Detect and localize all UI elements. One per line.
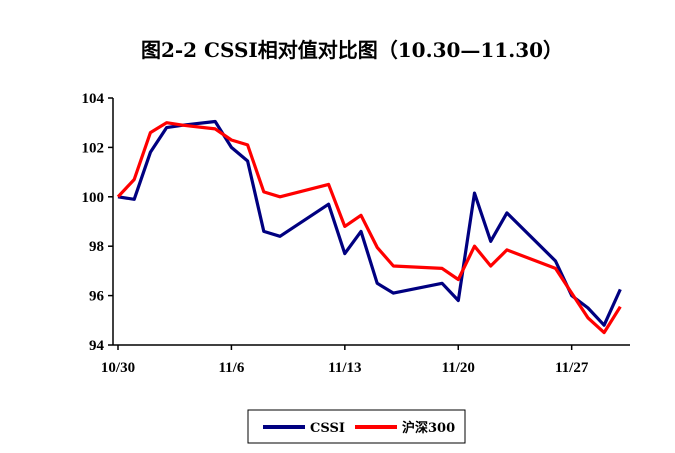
legend: CSSI 沪深300 (247, 409, 466, 444)
x-tick-label: 11/20 (442, 360, 475, 376)
y-tick-label: 104 (82, 91, 105, 107)
axes: 94 96 98 100 102 104 10/30 11/6 11/13 11/20 11/27 (82, 91, 630, 376)
y-tick-label: 94 (89, 338, 105, 354)
series-line-cssi (117, 119, 622, 327)
x-tick-label: 11/27 (555, 360, 589, 376)
x-tick-label: 10/30 (101, 360, 135, 376)
series-layer (116, 119, 622, 335)
legend-label-cssi: CSSI (310, 421, 345, 436)
y-tick-label: 100 (82, 190, 105, 206)
series-line-hs300 (116, 121, 622, 335)
y-tick-label: 102 (82, 140, 105, 156)
legend-label-hs300: 沪深300 (402, 420, 455, 436)
y-tick-label: 98 (89, 239, 104, 255)
x-tick-label: 11/13 (328, 360, 361, 376)
x-tick-label: 11/6 (218, 360, 244, 376)
chart-title: 图2-2 CSSI相对值对比图（10.30—11.30） (141, 38, 563, 62)
y-tick-label: 96 (89, 289, 105, 305)
